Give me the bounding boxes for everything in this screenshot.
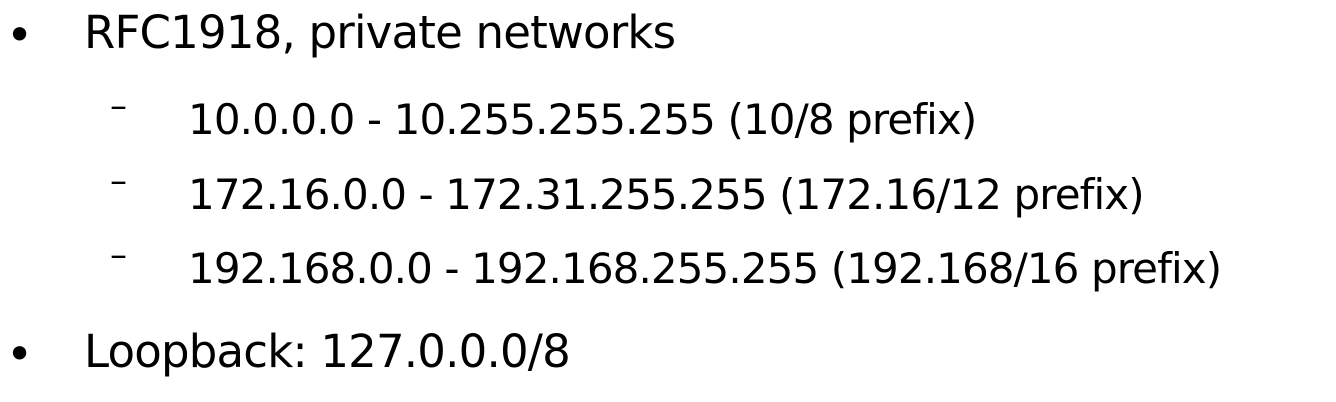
bullet-marker: • bbox=[6, 8, 34, 62]
sub-bullet-marker: – bbox=[110, 161, 127, 201]
bullet-text: RFC1918, private networks bbox=[84, 6, 676, 59]
bullet-marker: • bbox=[6, 327, 34, 381]
sub-bullet-marker: – bbox=[110, 235, 127, 275]
sub-bullet-text: 172.16.0.0 - 172.31.255.255 (172.16/12 p… bbox=[188, 170, 1145, 219]
bullet-text: Loopback: 127.0.0.0/8 bbox=[84, 325, 571, 378]
sub-bullet-text: 192.168.0.0 - 192.168.255.255 (192.168/1… bbox=[188, 244, 1222, 293]
sub-bullet-text: 10.0.0.0 - 10.255.255.255 (10/8 prefix) bbox=[188, 95, 977, 144]
sub-bullet-marker: – bbox=[110, 86, 127, 126]
